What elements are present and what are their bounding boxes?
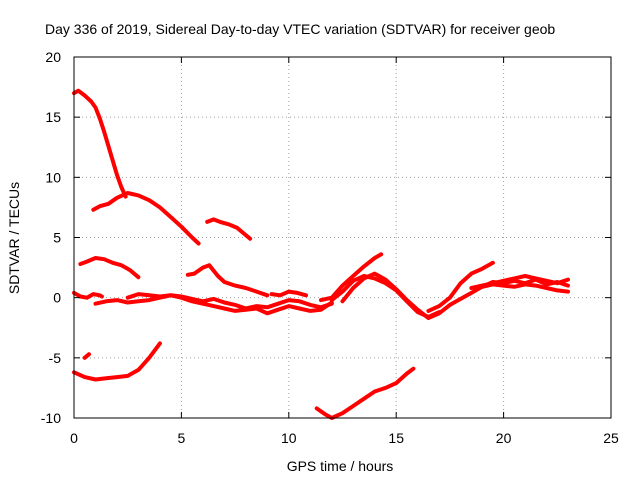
series-arc-17 xyxy=(72,341,162,382)
x-tick-label: 25 xyxy=(603,430,619,446)
series-arc-5 xyxy=(185,263,270,298)
x-tick-label: 10 xyxy=(281,430,297,446)
series-arc-13 xyxy=(426,260,495,313)
x-axis-label: GPS time / hours xyxy=(287,458,394,474)
series-arc-6 xyxy=(72,290,104,300)
y-tick-label: -10 xyxy=(41,410,61,426)
series-arc-4 xyxy=(78,256,141,280)
grid xyxy=(74,57,611,418)
x-tick-label: 20 xyxy=(496,430,512,446)
x-tick-label: 0 xyxy=(70,430,78,446)
y-axis-label: SDTVAR / TECUs xyxy=(6,182,22,294)
y-tick-label: 10 xyxy=(45,169,61,185)
series-group xyxy=(72,88,570,420)
series-arc-9 xyxy=(269,289,308,298)
series-arc-16 xyxy=(82,352,91,360)
series-arc-18 xyxy=(314,366,416,420)
series-arc-3 xyxy=(205,217,253,241)
x-tick-label: 5 xyxy=(178,430,186,446)
y-tick-label: 15 xyxy=(45,109,61,125)
y-tick-label: 20 xyxy=(45,49,61,65)
series-arc-12 xyxy=(340,271,570,321)
series-arc-15 xyxy=(480,282,570,294)
series-arc-1 xyxy=(72,88,128,199)
axis-ticks: 0 5 10 15 20 25 -10 -5 0 5 10 15 20 xyxy=(41,49,619,446)
x-tick-label: 15 xyxy=(388,430,404,446)
chart-title: Day 336 of 2019, Sidereal Day-to-day VTE… xyxy=(45,21,555,37)
y-tick-label: -5 xyxy=(49,350,62,366)
series-arc-7 xyxy=(93,293,334,311)
y-tick-label: 5 xyxy=(53,230,61,246)
series-arc-2 xyxy=(91,191,201,246)
series-arc-8 xyxy=(125,292,334,316)
y-tick-label: 0 xyxy=(53,290,61,306)
